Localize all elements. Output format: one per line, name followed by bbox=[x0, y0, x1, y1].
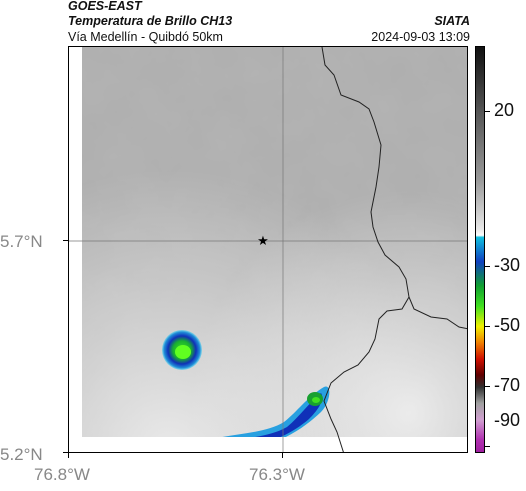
colorbar-label: -50 bbox=[494, 315, 521, 335]
timestamp-label: 2024-09-03 13:09 bbox=[371, 30, 470, 44]
satellite-title: GOES-EAST bbox=[68, 0, 142, 13]
lat-tick-1 bbox=[63, 240, 68, 241]
colorbar-label: -30 bbox=[494, 255, 521, 275]
brightness-field bbox=[82, 47, 467, 437]
agency-label: SIATA bbox=[434, 14, 470, 28]
municipal-border bbox=[408, 296, 467, 330]
lon-label-768: 76.8°W bbox=[34, 465, 90, 484]
star-marker: ★ bbox=[257, 234, 269, 249]
colorbar-label: -70 bbox=[494, 375, 521, 395]
satellite-map[interactable]: ★ bbox=[68, 46, 468, 453]
lon-tick-1 bbox=[68, 453, 69, 458]
region-subtitle: Vía Medellín - Quibdó 50km bbox=[68, 30, 223, 44]
lat-label-57: 5.7°N bbox=[0, 232, 43, 251]
colorbar-tick bbox=[485, 266, 490, 267]
lon-tick-2 bbox=[282, 453, 283, 458]
colorbar bbox=[475, 46, 485, 453]
lat-tick-2 bbox=[63, 452, 68, 453]
cold-core bbox=[175, 345, 191, 359]
colorbar-label: 20 bbox=[494, 100, 515, 120]
department-border bbox=[321, 47, 410, 452]
colorbar-label: -90 bbox=[494, 410, 521, 430]
lat-label-52: 5.2°N bbox=[0, 445, 43, 464]
colorbar-tick bbox=[485, 111, 490, 112]
convective-band bbox=[222, 386, 330, 437]
colorbar-tick bbox=[485, 326, 490, 327]
colorbar-tick bbox=[485, 446, 490, 447]
lon-label-763: 76.3°W bbox=[249, 465, 305, 484]
map-canvas: ★ bbox=[69, 47, 467, 452]
colorbar-tick bbox=[485, 386, 490, 387]
product-title: Temperatura de Brillo CH13 bbox=[68, 14, 233, 28]
